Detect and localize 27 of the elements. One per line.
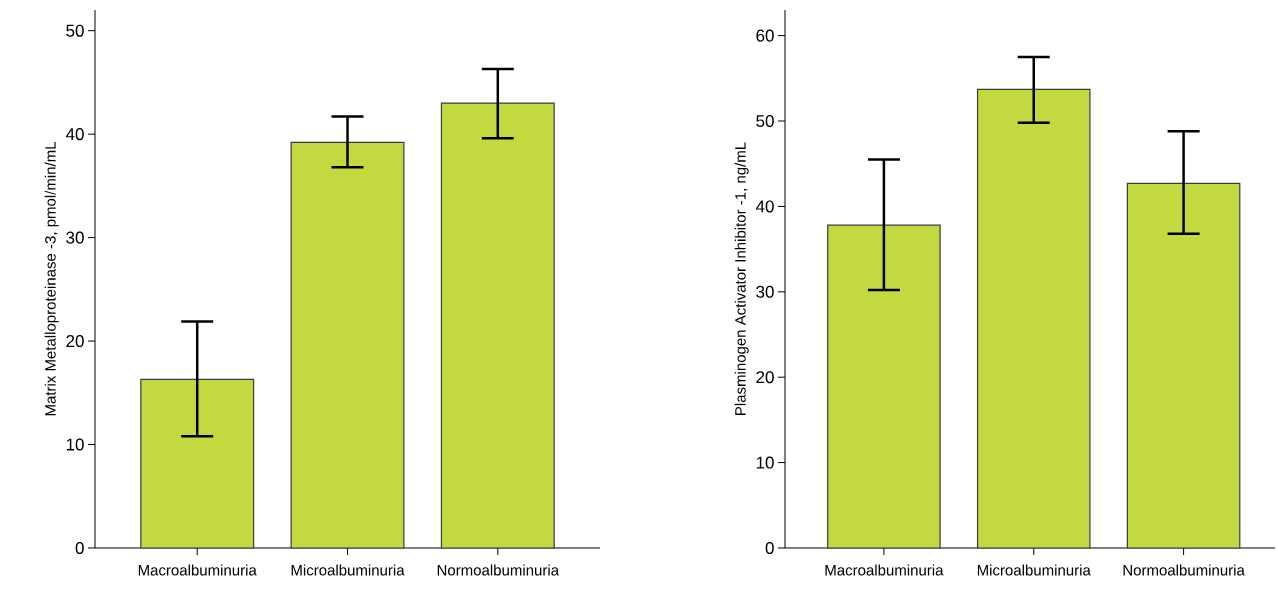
x-tick-label: Microalbuminuria bbox=[291, 564, 405, 576]
y-tick-label: 40 bbox=[65, 128, 84, 141]
x-tick-label: Macroalbuminuria bbox=[138, 564, 257, 576]
bar bbox=[440, 102, 555, 549]
y-tick-label: 10 bbox=[756, 456, 774, 469]
bar bbox=[290, 141, 405, 549]
y-tick-label: 0 bbox=[75, 541, 84, 555]
y-tick-label: 30 bbox=[66, 231, 84, 244]
y-tick-label: 30 bbox=[756, 285, 774, 298]
x-tick-label: Macroalbuminuria bbox=[825, 564, 944, 576]
bar bbox=[976, 88, 1091, 549]
y-tick-label: 20 bbox=[66, 335, 84, 348]
y-axis-title: Plasminogen Activator Inhibitor -1, ng/mL bbox=[734, 142, 749, 415]
y-tick-label: 10 bbox=[66, 438, 84, 451]
x-tick-label: Normoalbuminuria bbox=[437, 564, 560, 576]
bar bbox=[140, 378, 255, 549]
y-axis-title: Matrix Metalloproteinase -3, pmol/min/mL bbox=[44, 141, 59, 416]
y-tick-label: 50 bbox=[66, 24, 84, 37]
x-tick-label: Normoalbuminuria bbox=[1123, 564, 1245, 576]
bar bbox=[827, 224, 941, 549]
y-tick-label: 0 bbox=[765, 541, 774, 555]
bar bbox=[1126, 182, 1241, 549]
y-tick-label: 40 bbox=[755, 200, 774, 213]
y-tick-label: 50 bbox=[756, 114, 774, 128]
x-tick-label: Microalbuminuria bbox=[977, 564, 1091, 576]
y-tick-label: 20 bbox=[756, 371, 774, 384]
y-tick-label: 60 bbox=[756, 29, 774, 42]
